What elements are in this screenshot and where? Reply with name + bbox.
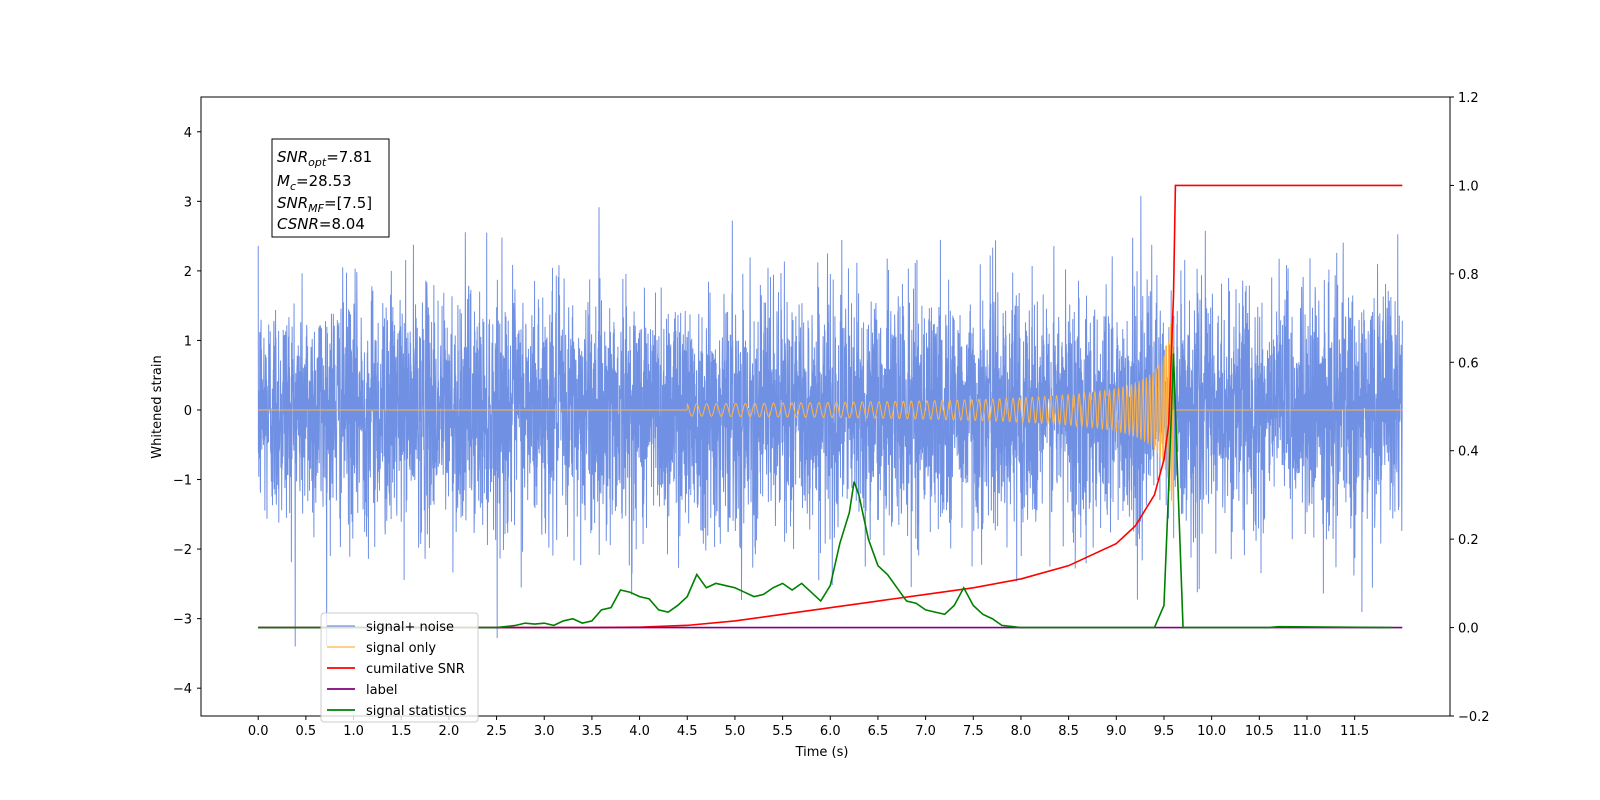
y-axis-title: Whitened strain: [150, 355, 165, 458]
plot-frame: [200, 96, 1451, 717]
x-tick-label: 2.5: [486, 724, 507, 739]
x-tick-label: 6.5: [868, 724, 889, 739]
x-tick-label: 4.5: [677, 724, 698, 739]
x-tick-label: 0.0: [248, 724, 269, 739]
x-tick-label: 8.5: [1058, 724, 1079, 739]
x-tick-label: 5.5: [772, 724, 793, 739]
x-tick-label: 0.5: [296, 724, 317, 739]
legend-label-signal_only: signal only: [366, 641, 436, 656]
series-cumulative-snr: [258, 184, 1403, 629]
x-tick-label: 1.0: [343, 724, 364, 739]
x-tick-label: 2.0: [439, 724, 460, 739]
annotation-snr-opt: SNRopt=7.81: [277, 148, 372, 169]
x-axis-title: Time (s): [795, 745, 849, 760]
y-tick-label: −2: [173, 543, 192, 558]
x-tick-label: 10.0: [1197, 724, 1226, 739]
y2-axis-ticks: −0.2 0.0 0.2 0.4 0.6 0.8 1.0 1.2: [1450, 91, 1490, 725]
y2-tick-label: 0.0: [1458, 622, 1479, 637]
annotation-box: SNRopt=7.81 Mc=28.53 SNRMF=[7.5] CSNR=8.…: [271, 138, 390, 238]
x-tick-label: 6.0: [820, 724, 841, 739]
y2-tick-label: 0.6: [1458, 356, 1479, 371]
x-tick-label: 9.0: [1106, 724, 1127, 739]
plot-content: [257, 184, 1403, 647]
x-tick-label: 11.0: [1293, 724, 1322, 739]
series-signal-only: [258, 317, 1403, 508]
y-tick-label: −1: [173, 474, 192, 489]
y-tick-label: 3: [184, 195, 192, 210]
legend-frame: [320, 612, 479, 723]
legend-label-cumulative_snr: cumilative SNR: [366, 662, 465, 677]
series-signal-noise: [257, 195, 1403, 647]
x-axis-ticks: 0.0 0.5 1.0 1.5 2.0 2.5 3.0 3.5 4.0 4.5 5.0 5.5 6.0 6…: [248, 716, 1369, 739]
annotation-mc: Mc=28.53: [277, 172, 352, 193]
x-tick-label: 3.0: [534, 724, 555, 739]
annotation-snr-mf: SNRMF=[7.5]: [277, 194, 372, 215]
annotation-csnr: CSNR=8.04: [277, 215, 365, 233]
y-tick-label: −4: [173, 682, 192, 697]
x-tick-label: 11.5: [1340, 724, 1369, 739]
y2-tick-label: 0.2: [1458, 533, 1479, 548]
x-tick-label: 7.0: [915, 724, 936, 739]
y2-tick-label: 1.2: [1458, 91, 1479, 106]
y2-tick-label: 0.8: [1458, 268, 1479, 283]
x-tick-label: 9.5: [1154, 724, 1175, 739]
y-tick-label: 2: [184, 265, 192, 280]
series-signal-statistics: [258, 353, 1393, 629]
legend-label-label: label: [366, 683, 397, 698]
y-tick-label: 0: [184, 404, 192, 419]
x-tick-label: 4.0: [629, 724, 650, 739]
y2-tick-label: 1.0: [1458, 179, 1479, 194]
x-tick-label: 5.0: [725, 724, 746, 739]
legend: signal+ noise signal only cumilative SNR la…: [320, 612, 479, 723]
y2-tick-label: 0.4: [1458, 445, 1479, 460]
y2-tick-label: −0.2: [1458, 710, 1490, 725]
y-axis-ticks: −4 −3 −2 −1 0 1 2 3 4: [173, 126, 201, 697]
legend-label-signal_noise: signal+ noise: [366, 620, 454, 635]
x-tick-label: 8.0: [1011, 724, 1032, 739]
x-tick-label: 10.5: [1245, 724, 1274, 739]
x-tick-label: 7.5: [963, 724, 984, 739]
y-tick-label: 1: [184, 334, 192, 349]
x-tick-label: 1.5: [391, 724, 412, 739]
y-tick-label: 4: [184, 126, 192, 141]
x-tick-label: 3.5: [582, 724, 603, 739]
legend-label-signal_statistics: signal statistics: [366, 704, 467, 719]
y-tick-label: −3: [173, 613, 192, 628]
